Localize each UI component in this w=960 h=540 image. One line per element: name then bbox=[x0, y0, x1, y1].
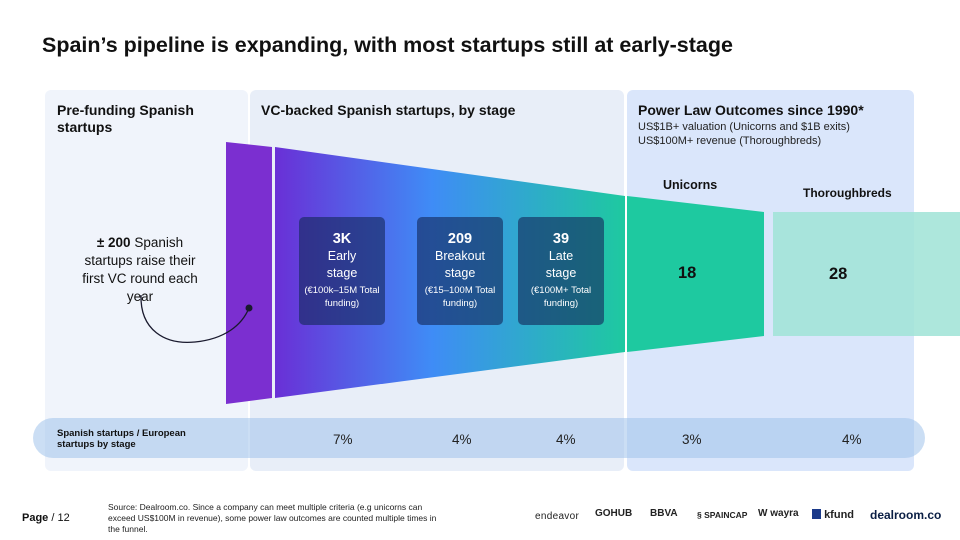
thoroughbreds-value: 28 bbox=[829, 265, 848, 283]
stage-box-late: 39 Late stage (€100M+ Total funding) bbox=[518, 217, 604, 325]
ratio-value-breakout: 4% bbox=[452, 432, 472, 447]
stage-count: 39 bbox=[552, 231, 570, 247]
stage-name: Breakout stage bbox=[434, 249, 486, 280]
stage-box-breakout: 209 Breakout stage (€15–100M Total fundi… bbox=[417, 217, 503, 325]
power-law-subtitle-1: US$1B+ valuation (Unicorns and $1B exits… bbox=[638, 121, 850, 133]
stage-funding: (€100M+ Total funding) bbox=[530, 285, 592, 309]
prefunding-description: ± 200 Spanish startups raise their first… bbox=[80, 234, 200, 306]
page-title: Spain’s pipeline is expanding, with most… bbox=[42, 33, 733, 57]
ratio-value-early: 7% bbox=[333, 432, 353, 447]
stage-funding: (€15–100M Total funding) bbox=[424, 285, 496, 309]
kfund-logo: kfund bbox=[812, 509, 854, 521]
wayra-icon: W bbox=[758, 508, 768, 519]
endeavor-logo: endeavor bbox=[535, 511, 580, 522]
stage-name: Late stage bbox=[545, 249, 577, 280]
bbva-logo: BBVA bbox=[650, 508, 678, 519]
prefunding-count: ± 200 bbox=[96, 235, 131, 250]
ratio-bar bbox=[33, 418, 925, 458]
source-note: Source: Dealroom.co. Since a company can… bbox=[108, 502, 437, 534]
kfund-icon bbox=[812, 509, 821, 519]
stage-funding: (€100k–15M Total funding) bbox=[304, 285, 380, 309]
unicorns-value: 18 bbox=[678, 264, 697, 282]
page-number: Page / 12 bbox=[22, 512, 70, 524]
vc-backed-title: VC-backed Spanish startups, by stage bbox=[261, 102, 516, 118]
ratio-value-late: 4% bbox=[556, 432, 576, 447]
spaincap-logo: § SPAINCAP bbox=[697, 510, 747, 520]
stage-count: 3K bbox=[332, 231, 352, 247]
prefunding-title: Pre-funding Spanish startups bbox=[57, 102, 194, 135]
ratio-label: Spanish startups / European startups by … bbox=[57, 428, 186, 450]
stage-box-early: 3K Early stage (€100k–15M Total funding) bbox=[299, 217, 385, 325]
prefunding-text: Spanish startups raise their first VC ro… bbox=[82, 235, 198, 304]
prefund-connector-curve bbox=[140, 294, 250, 344]
unicorns-label: Unicorns bbox=[663, 178, 718, 192]
ratio-value-unicorns: 3% bbox=[682, 432, 702, 447]
dealroom-logo: dealroom.co bbox=[870, 508, 942, 522]
power-law-title: Power Law Outcomes since 1990* bbox=[638, 102, 864, 118]
wayra-logo-text: wayra bbox=[770, 508, 799, 519]
stage-name: Early stage bbox=[326, 249, 358, 280]
funnel-thoroughbreds-segment bbox=[773, 212, 960, 336]
page-count: / 12 bbox=[51, 512, 70, 524]
prefunding-panel bbox=[45, 90, 248, 471]
power-law-subtitle-2: US$100M+ revenue (Thoroughbreds) bbox=[638, 135, 822, 147]
stage-count: 209 bbox=[447, 231, 473, 247]
gohub-logo: GOHUB bbox=[595, 508, 633, 519]
ratio-value-thoroughbreds: 4% bbox=[842, 432, 862, 447]
thoroughbreds-label: Thoroughbreds bbox=[803, 186, 892, 200]
funnel-unicorns-segment bbox=[627, 196, 764, 352]
kfund-logo-text: kfund bbox=[824, 509, 855, 521]
spaincap-logo-text: SPAINCAP bbox=[704, 510, 748, 520]
wayra-logo: W wayra bbox=[758, 508, 799, 519]
prefund-connector-dot bbox=[245, 304, 253, 312]
spaincap-icon: § bbox=[697, 510, 702, 520]
funnel-prefund-segment bbox=[226, 142, 272, 404]
page-label: Page bbox=[22, 512, 49, 524]
